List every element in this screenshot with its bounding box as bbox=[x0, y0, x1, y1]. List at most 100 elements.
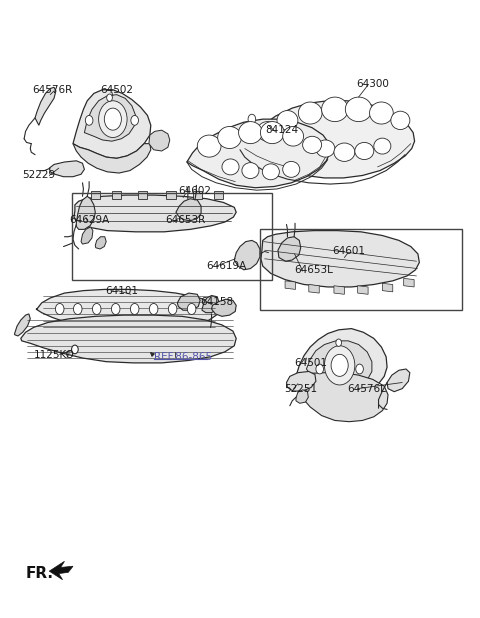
Polygon shape bbox=[81, 227, 93, 244]
Text: 84124: 84124 bbox=[265, 125, 299, 135]
Polygon shape bbox=[76, 197, 96, 229]
Text: 64653R: 64653R bbox=[165, 214, 205, 224]
Text: 64629A: 64629A bbox=[69, 214, 109, 224]
Polygon shape bbox=[306, 341, 372, 390]
Text: 64501: 64501 bbox=[295, 358, 327, 368]
Circle shape bbox=[149, 303, 158, 315]
Circle shape bbox=[336, 339, 342, 346]
Polygon shape bbox=[295, 373, 388, 421]
Polygon shape bbox=[309, 284, 319, 293]
Polygon shape bbox=[296, 390, 308, 404]
Polygon shape bbox=[383, 283, 393, 292]
Text: 64601: 64601 bbox=[332, 247, 365, 256]
Ellipse shape bbox=[302, 137, 322, 153]
Ellipse shape bbox=[218, 127, 241, 148]
Text: 64101: 64101 bbox=[105, 286, 138, 295]
Polygon shape bbox=[49, 161, 84, 177]
Polygon shape bbox=[202, 295, 219, 313]
Circle shape bbox=[168, 303, 177, 315]
Circle shape bbox=[131, 116, 138, 125]
Text: 64576R: 64576R bbox=[32, 85, 72, 95]
Polygon shape bbox=[404, 278, 414, 287]
Text: 64158: 64158 bbox=[200, 297, 233, 307]
Ellipse shape bbox=[370, 102, 393, 124]
Polygon shape bbox=[358, 286, 368, 294]
Polygon shape bbox=[149, 130, 170, 151]
Text: 64619A: 64619A bbox=[206, 261, 246, 271]
Polygon shape bbox=[73, 143, 151, 173]
Circle shape bbox=[93, 303, 101, 315]
Text: 64602: 64602 bbox=[179, 187, 211, 197]
Ellipse shape bbox=[334, 143, 355, 161]
Circle shape bbox=[187, 303, 196, 315]
Polygon shape bbox=[176, 199, 201, 221]
Ellipse shape bbox=[257, 122, 278, 141]
Circle shape bbox=[356, 364, 363, 374]
Circle shape bbox=[248, 114, 256, 124]
Polygon shape bbox=[14, 314, 30, 336]
Ellipse shape bbox=[242, 163, 259, 179]
Text: 64576L: 64576L bbox=[347, 384, 386, 394]
Polygon shape bbox=[49, 561, 73, 580]
Polygon shape bbox=[212, 299, 236, 316]
Polygon shape bbox=[334, 286, 344, 294]
Polygon shape bbox=[214, 192, 223, 199]
Circle shape bbox=[72, 345, 78, 353]
Text: 64653L: 64653L bbox=[294, 265, 333, 275]
Bar bbox=[260, 229, 462, 310]
Text: 1125KO: 1125KO bbox=[34, 350, 74, 360]
Polygon shape bbox=[387, 369, 410, 392]
Polygon shape bbox=[138, 192, 147, 199]
Polygon shape bbox=[84, 95, 136, 141]
Polygon shape bbox=[178, 293, 200, 310]
Polygon shape bbox=[96, 237, 106, 249]
Circle shape bbox=[85, 116, 93, 125]
Polygon shape bbox=[74, 195, 236, 232]
Ellipse shape bbox=[261, 122, 284, 143]
Ellipse shape bbox=[374, 138, 391, 154]
Ellipse shape bbox=[345, 97, 372, 122]
Text: FR.: FR. bbox=[25, 566, 54, 581]
Polygon shape bbox=[278, 237, 301, 261]
Ellipse shape bbox=[222, 159, 239, 175]
Circle shape bbox=[98, 101, 127, 138]
Text: 52229: 52229 bbox=[22, 171, 55, 180]
Text: 64502: 64502 bbox=[100, 85, 133, 95]
Circle shape bbox=[111, 303, 120, 315]
Text: REF.86-865: REF.86-865 bbox=[154, 352, 212, 362]
Ellipse shape bbox=[239, 122, 262, 143]
Ellipse shape bbox=[262, 164, 279, 180]
Ellipse shape bbox=[322, 97, 348, 122]
Polygon shape bbox=[35, 87, 56, 125]
Polygon shape bbox=[296, 329, 387, 397]
Circle shape bbox=[316, 364, 324, 374]
Ellipse shape bbox=[277, 111, 298, 130]
Bar bbox=[72, 193, 272, 279]
Polygon shape bbox=[167, 192, 176, 199]
Circle shape bbox=[104, 108, 121, 130]
Polygon shape bbox=[73, 90, 151, 158]
Circle shape bbox=[324, 345, 355, 385]
Circle shape bbox=[73, 303, 82, 315]
Ellipse shape bbox=[316, 140, 335, 157]
Text: 52251: 52251 bbox=[285, 384, 318, 394]
Ellipse shape bbox=[355, 142, 374, 159]
Polygon shape bbox=[187, 119, 330, 188]
Polygon shape bbox=[21, 315, 236, 363]
Ellipse shape bbox=[391, 111, 410, 130]
Circle shape bbox=[331, 354, 348, 376]
Ellipse shape bbox=[197, 135, 221, 157]
Circle shape bbox=[131, 303, 139, 315]
Polygon shape bbox=[91, 192, 100, 199]
Polygon shape bbox=[112, 192, 121, 199]
Polygon shape bbox=[240, 101, 415, 178]
Circle shape bbox=[56, 303, 64, 315]
Ellipse shape bbox=[283, 161, 300, 177]
Text: 64300: 64300 bbox=[357, 78, 390, 88]
Ellipse shape bbox=[283, 127, 303, 146]
Polygon shape bbox=[36, 289, 219, 331]
Polygon shape bbox=[234, 240, 260, 270]
Polygon shape bbox=[285, 281, 296, 289]
Circle shape bbox=[107, 94, 112, 101]
Polygon shape bbox=[261, 231, 420, 287]
